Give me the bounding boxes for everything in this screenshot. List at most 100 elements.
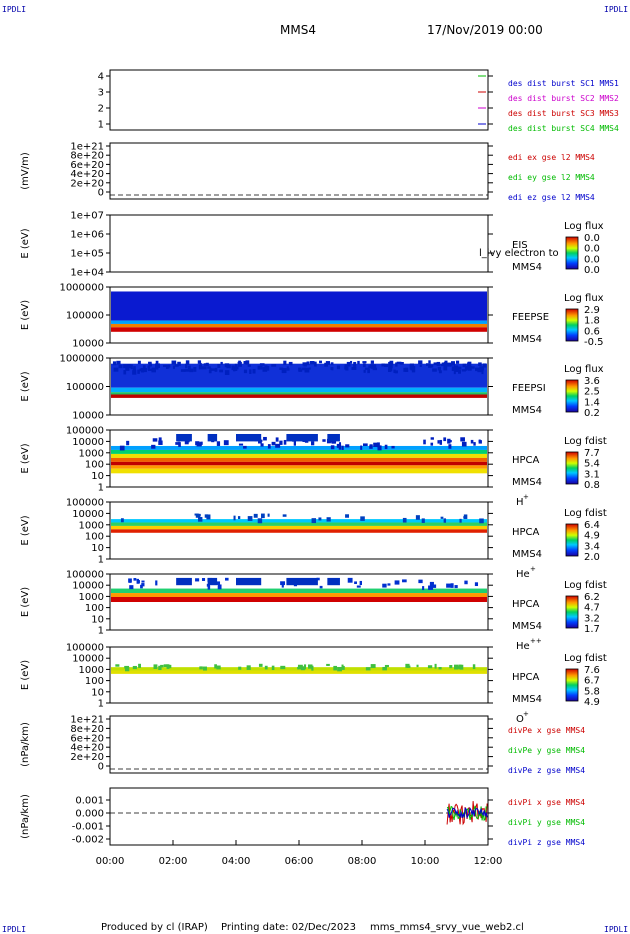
heatmap-band [111, 327, 487, 332]
heatmap-speck [141, 580, 145, 583]
heatmap-speck [387, 583, 391, 586]
y-tick-label: 1000000 [59, 354, 104, 365]
heatmap-speck [467, 365, 472, 371]
heatmap-speck [382, 583, 387, 588]
heatmap-speck [449, 665, 453, 669]
panel-frame [109, 646, 489, 704]
y-tick-label: 0.000 [75, 809, 104, 820]
legend-entry: divPe x gse MMS4 [508, 726, 585, 735]
heatmap-speck [264, 365, 270, 371]
heatmap-speck [475, 367, 480, 372]
heatmap-speck [371, 364, 377, 369]
heatmap-speck [127, 363, 132, 369]
heatmap-speck [457, 666, 461, 669]
heatmap-speck [422, 586, 425, 591]
colorbar-tick-label: 5.8 [584, 686, 600, 697]
y-tick-label: 100000 [66, 426, 104, 437]
spacecraft-label: MMS4 [512, 621, 542, 632]
heatmap-speck [129, 585, 134, 590]
heatmap-speck [443, 518, 447, 523]
heatmap-speck [280, 665, 286, 670]
panel-frame [109, 142, 489, 200]
heatmap-speck [409, 363, 414, 366]
heatmap-speck [112, 361, 117, 366]
heatmap-speck [370, 664, 376, 669]
heatmap-speck [459, 518, 462, 523]
heatmap-speck [419, 364, 422, 367]
heatmap-speck [418, 579, 423, 584]
heatmap-speck [238, 443, 244, 446]
instrument-label: HPCA [512, 455, 540, 466]
y-axis-label: E (eV) [20, 587, 31, 617]
heatmap-speck [316, 577, 320, 581]
heatmap-speck [206, 514, 211, 520]
heatmap-speck [338, 444, 342, 450]
x-tick-label: 06:00 [285, 856, 314, 867]
colorbar-title: Log flux [564, 364, 604, 375]
heatmap-band [111, 453, 487, 458]
heatmap-speck [281, 584, 284, 588]
corner-label-bottom-right: IPDLI [604, 925, 628, 934]
y-tick-label: 4 [98, 72, 104, 83]
heatmap-speck [245, 360, 250, 365]
heatmap-speck [303, 364, 307, 367]
heatmap-speck [288, 361, 293, 366]
y-tick-label: 100 [85, 460, 104, 471]
heatmap-speck [275, 437, 279, 442]
heatmap-speck [402, 517, 407, 523]
heatmap-speck [243, 361, 247, 365]
legend-entry: des dist burst SC4 MMS4 [508, 124, 619, 133]
y-tick-label: 10000 [72, 339, 104, 350]
colorbar-tick-label: 3.4 [584, 541, 600, 552]
colorbar-tick-label: 3.1 [584, 469, 600, 480]
heatmap-speck [373, 442, 378, 447]
heatmap-speck [308, 367, 311, 370]
heatmap-speck [377, 445, 382, 451]
panel-frame [109, 573, 489, 631]
legend-entry: edi ez gse l2 MMS4 [508, 193, 595, 202]
heatmap-speck [208, 370, 212, 374]
heatmap-speck [326, 663, 330, 666]
y-axis-label: E (eV) [20, 515, 31, 545]
heatmap-speck [216, 665, 221, 670]
colorbar-tick-label: 2.5 [584, 387, 600, 398]
heatmap-speck [430, 364, 434, 368]
heatmap-speck [280, 581, 286, 586]
heatmap-speck [337, 666, 342, 672]
heatmap-speck [196, 442, 202, 447]
heatmap-speck [384, 444, 388, 450]
heatmap-speck [158, 665, 162, 671]
heatmap-speck [271, 441, 276, 446]
panel-frame [109, 429, 489, 488]
instrument-label: HPCA [512, 527, 540, 538]
heatmap-speck [365, 667, 371, 671]
spacecraft-label: MMS4 [512, 334, 542, 345]
heatmap-speck [247, 516, 253, 521]
colorbar-title: Log fdist [564, 436, 607, 447]
heatmap-speck [302, 362, 308, 366]
heatmap-speck [425, 363, 431, 366]
heatmap-speck [199, 362, 202, 368]
y-axis-label: E (eV) [20, 300, 31, 330]
heatmap-speck [464, 366, 468, 371]
colorbar-tick-label: 4.9 [584, 697, 600, 708]
y-axis-label: E (eV) [20, 371, 31, 401]
heatmap-speck [336, 443, 341, 448]
heatmap-speck [175, 442, 180, 445]
colorbar-tick-label: 2.0 [584, 552, 600, 563]
heatmap-speck [388, 366, 393, 372]
heatmap-speck [427, 665, 433, 669]
heatmap-speck [440, 363, 444, 367]
legend-entry: divPe z gse MMS4 [508, 766, 585, 775]
heatmap-speck [286, 367, 290, 371]
heatmap-speck [345, 366, 349, 371]
species-charge: + [523, 493, 529, 501]
x-tick-label: 00:00 [96, 856, 125, 867]
heatmap-band [111, 525, 487, 530]
heatmap-speck [231, 365, 235, 371]
y-tick-label: 1000 [79, 448, 104, 459]
y-tick-label: 0 [98, 762, 104, 773]
y-tick-label: 1 [98, 626, 104, 637]
heatmap-speck [147, 368, 153, 371]
